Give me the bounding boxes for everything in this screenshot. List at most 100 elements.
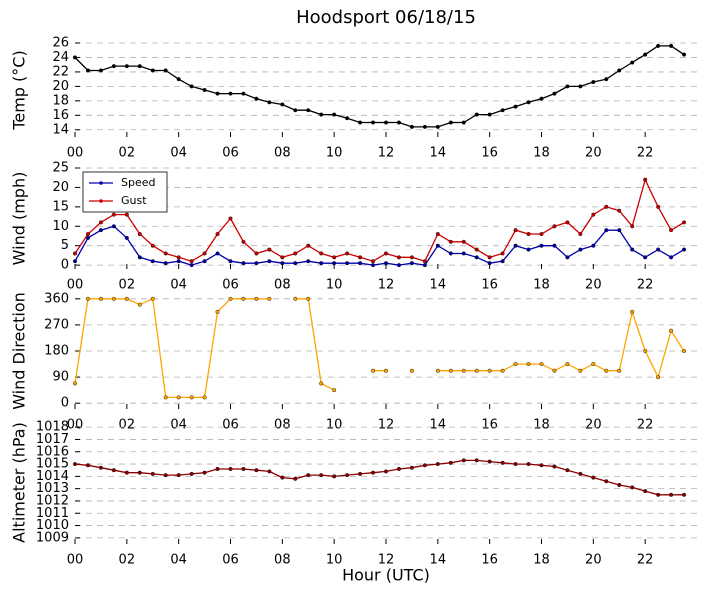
- point: [111, 468, 116, 473]
- point: [202, 470, 207, 475]
- point: [306, 296, 311, 301]
- point: [293, 108, 298, 113]
- point: [358, 120, 363, 125]
- point: [319, 112, 324, 117]
- point: [371, 263, 376, 268]
- x-tick-label: 10: [326, 278, 343, 293]
- series-line: [74, 459, 684, 496]
- x-tick-label: 10: [326, 146, 343, 161]
- y-tick-label: 1015: [36, 457, 69, 472]
- point: [669, 43, 674, 48]
- point: [643, 489, 648, 494]
- point: [526, 247, 531, 252]
- point: [267, 100, 272, 105]
- x-axis-label: Hour (UTC): [342, 566, 430, 585]
- point: [461, 251, 466, 256]
- point: [682, 349, 687, 354]
- x-tick-label: 18: [533, 146, 550, 161]
- point: [111, 296, 116, 301]
- x-tick-label: 08: [274, 278, 291, 293]
- point: [306, 259, 311, 264]
- point: [306, 243, 311, 248]
- point: [591, 212, 596, 217]
- point: [630, 247, 635, 252]
- point: [539, 96, 544, 101]
- point: [643, 52, 648, 57]
- y-tick-label: 24: [52, 50, 69, 65]
- point: [617, 208, 622, 213]
- y-tick-label: 1013: [36, 481, 69, 496]
- point: [409, 261, 414, 266]
- point: [293, 251, 298, 256]
- legend-label: Speed: [121, 176, 155, 189]
- y-tick-label: 16: [52, 108, 69, 123]
- point: [228, 91, 233, 96]
- point: [254, 261, 259, 266]
- point: [215, 309, 220, 314]
- point: [552, 368, 557, 373]
- x-tick-label: 10: [326, 418, 343, 433]
- y-axis-label: Temp (°C): [10, 50, 29, 130]
- point: [409, 368, 414, 373]
- x-tick-label: 14: [430, 553, 447, 568]
- point: [150, 296, 155, 301]
- x-tick-label: 12: [378, 553, 395, 568]
- point: [306, 473, 311, 478]
- point: [202, 251, 207, 256]
- point: [604, 368, 609, 373]
- point: [396, 466, 401, 471]
- point: [552, 91, 557, 96]
- point: [319, 251, 324, 256]
- point: [396, 263, 401, 268]
- point: [384, 368, 389, 373]
- point: [189, 263, 194, 268]
- point: [656, 43, 661, 48]
- legend-box: [82, 171, 168, 213]
- x-tick-label: 12: [378, 278, 395, 293]
- point: [371, 259, 376, 264]
- x-tick-label: 04: [170, 146, 187, 161]
- point: [228, 259, 233, 264]
- point: [150, 243, 155, 248]
- series-line: [74, 45, 685, 128]
- y-tick-label: 1014: [36, 469, 69, 484]
- point: [163, 261, 168, 266]
- point: [474, 458, 479, 463]
- point: [578, 232, 583, 237]
- point: [72, 259, 77, 264]
- point: [267, 247, 272, 252]
- x-tick-label: 22: [637, 146, 654, 161]
- point: [215, 466, 220, 471]
- point: [487, 112, 492, 117]
- point: [682, 220, 687, 225]
- point: [591, 80, 596, 85]
- point: [124, 212, 129, 217]
- point: [319, 473, 324, 478]
- point: [448, 368, 453, 373]
- point: [617, 68, 622, 73]
- y-tick-label: 20: [52, 180, 69, 195]
- point: [461, 458, 466, 463]
- point: [656, 204, 661, 209]
- y-tick-label: 270: [44, 317, 69, 332]
- point: [280, 261, 285, 266]
- point: [371, 368, 376, 373]
- point: [669, 492, 674, 497]
- point: [345, 251, 350, 256]
- point: [630, 485, 635, 490]
- x-tick-label: 12: [378, 146, 395, 161]
- y-tick-label: 1016: [36, 444, 69, 459]
- point: [513, 362, 518, 367]
- point: [422, 124, 427, 129]
- y-tick-label: 1017: [36, 432, 69, 447]
- point: [578, 471, 583, 476]
- point: [669, 328, 674, 333]
- x-tick-label: 18: [533, 418, 550, 433]
- point: [435, 368, 440, 373]
- point: [552, 224, 557, 229]
- point: [111, 224, 116, 229]
- point: [682, 492, 687, 497]
- point: [474, 247, 479, 252]
- x-tick-label: 22: [637, 278, 654, 293]
- point: [526, 100, 531, 105]
